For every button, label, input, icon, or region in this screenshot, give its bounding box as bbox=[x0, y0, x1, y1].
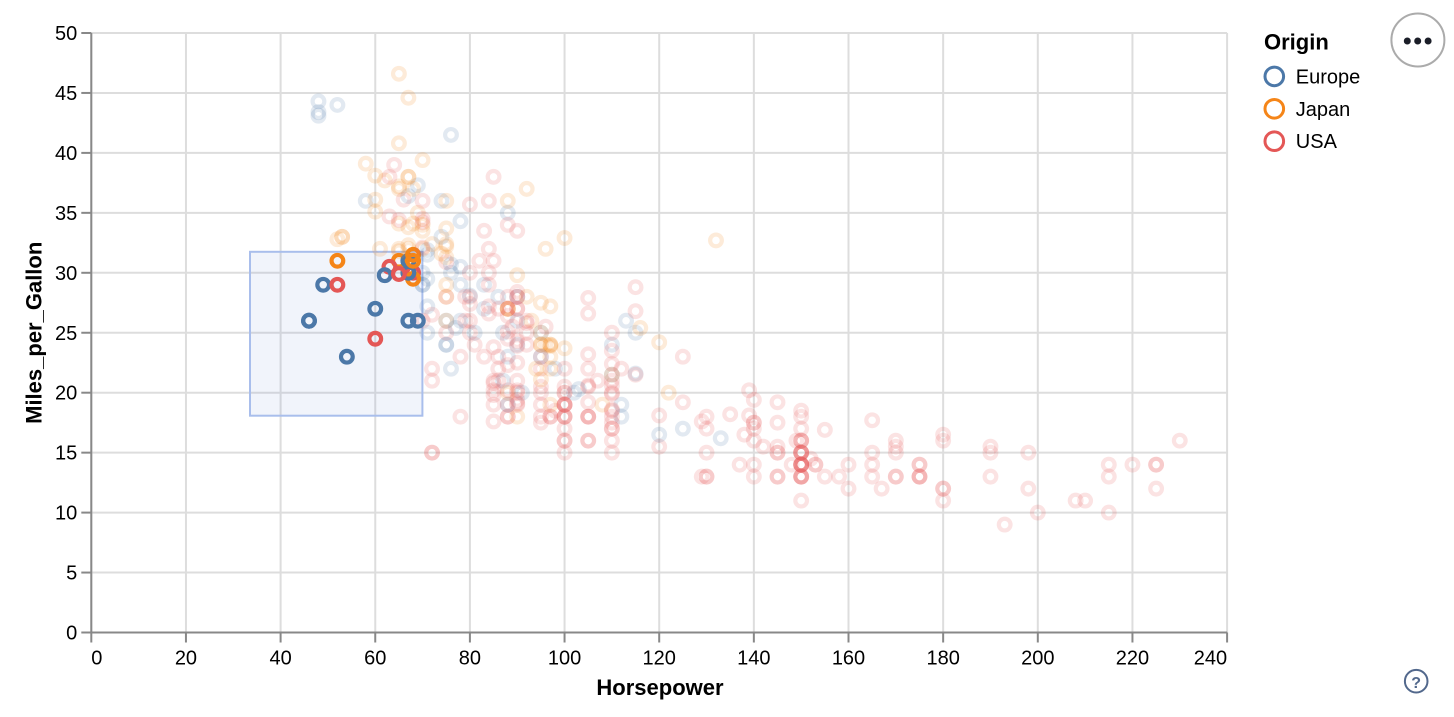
svg-text:120: 120 bbox=[643, 648, 676, 670]
svg-text:60: 60 bbox=[364, 648, 386, 670]
svg-text:240: 240 bbox=[1194, 648, 1227, 670]
svg-text:50: 50 bbox=[55, 23, 77, 45]
svg-text:180: 180 bbox=[926, 648, 959, 670]
svg-text:30: 30 bbox=[55, 263, 77, 285]
svg-text:10: 10 bbox=[55, 503, 77, 525]
svg-text:0: 0 bbox=[91, 648, 102, 670]
svg-text:5: 5 bbox=[66, 563, 77, 585]
svg-text:20: 20 bbox=[55, 383, 77, 405]
svg-text:25: 25 bbox=[55, 323, 77, 345]
svg-text:40: 40 bbox=[269, 648, 291, 670]
svg-text:15: 15 bbox=[55, 443, 77, 465]
svg-text:0: 0 bbox=[66, 623, 77, 645]
svg-text:100: 100 bbox=[548, 648, 581, 670]
svg-text:Europe: Europe bbox=[1296, 66, 1361, 88]
svg-text:45: 45 bbox=[55, 83, 77, 105]
svg-text:200: 200 bbox=[1021, 648, 1054, 670]
svg-text:140: 140 bbox=[737, 648, 770, 670]
svg-text:USA: USA bbox=[1296, 131, 1338, 153]
svg-text:Origin: Origin bbox=[1264, 30, 1329, 55]
svg-text:20: 20 bbox=[175, 648, 197, 670]
svg-text:Japan: Japan bbox=[1296, 99, 1351, 121]
svg-text:40: 40 bbox=[55, 143, 77, 165]
svg-text:Horsepower: Horsepower bbox=[596, 675, 724, 700]
svg-text:160: 160 bbox=[832, 648, 865, 670]
svg-text:220: 220 bbox=[1116, 648, 1149, 670]
svg-text:Miles_per_Gallon: Miles_per_Gallon bbox=[21, 242, 46, 424]
svg-text:?: ? bbox=[1411, 675, 1421, 692]
svg-text:80: 80 bbox=[459, 648, 481, 670]
svg-text:35: 35 bbox=[55, 203, 77, 225]
